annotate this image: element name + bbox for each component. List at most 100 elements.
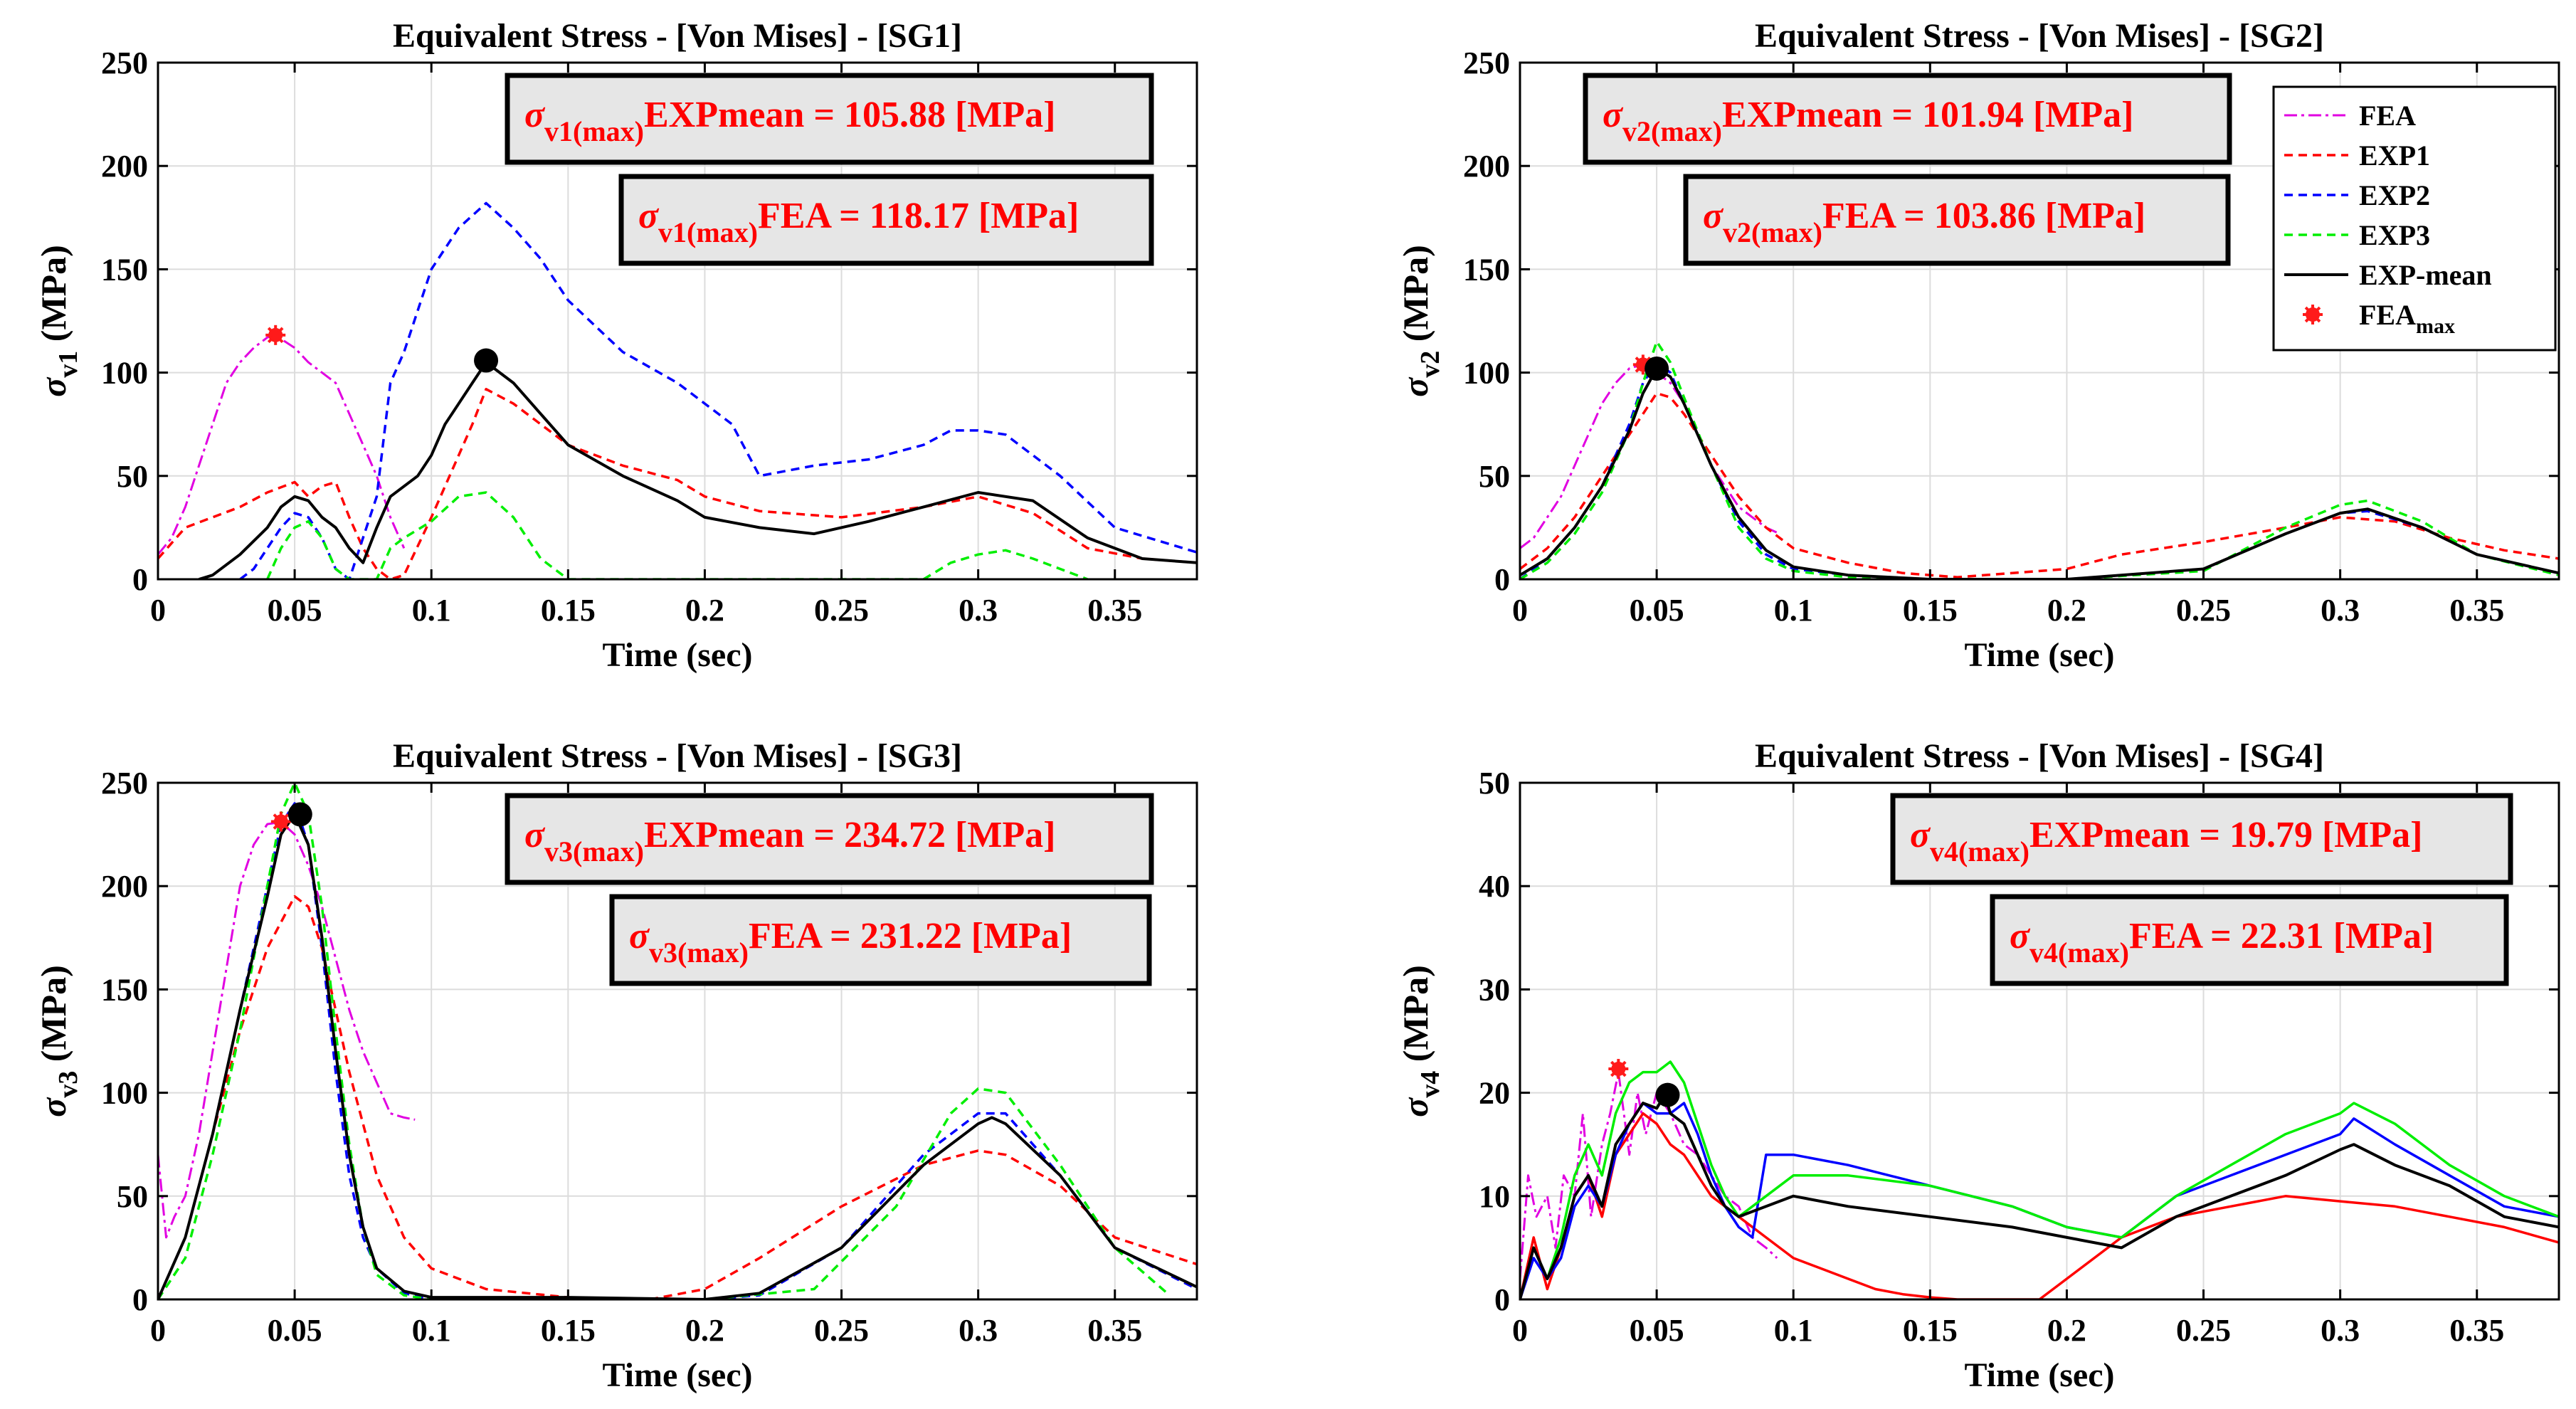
fea-max-marker <box>1608 1059 1629 1080</box>
annotation-fea: σv3(max)FEA = 231.22 [MPa] <box>609 894 1152 986</box>
annotation-symbol: σ <box>1703 196 1724 236</box>
legend-marker-fea-max <box>2303 305 2323 324</box>
series-group <box>1520 1060 2559 1299</box>
annotation-text: σv4(max)EXPmean = 19.79 [MPa] <box>1910 815 2422 867</box>
y-tick-label: 250 <box>1463 46 1510 80</box>
series-exp2 <box>1520 1102 2559 1299</box>
y-label-subscript: v2 <box>1415 351 1445 378</box>
y-tick-label: 250 <box>101 766 148 801</box>
chart-title: Equivalent Stress - [Von Mises] - [SG4] <box>1755 737 2324 775</box>
legend-label-main: EXP-mean <box>2359 259 2492 291</box>
annotation-value: EXPmean = 101.94 [MPa] <box>1722 95 2133 135</box>
chart-title: Equivalent Stress - [Von Mises] - [SG2] <box>1755 17 2324 55</box>
annotation-box <box>1890 793 2513 885</box>
y-tick-label: 10 <box>1479 1179 1510 1214</box>
y-tick-label: 100 <box>101 1076 148 1111</box>
annotation-fea: σv1(max)FEA = 118.17 [MPa] <box>618 174 1154 266</box>
y-tick-label: 150 <box>1463 252 1510 287</box>
series-group <box>1520 340 2559 579</box>
y-tick-label: 50 <box>1479 459 1510 494</box>
y-tick-label: 100 <box>1463 356 1510 391</box>
exp-mean-max-marker <box>1645 356 1669 381</box>
chart-sg4: 0 0.05 0.1 0.15 0.2 0.25 0.3 0.35 0 10 20 30 40 50 Equ… <box>1395 737 2560 1394</box>
x-tick-label: 0.15 <box>1903 1313 1958 1348</box>
y-axis-label: σv3 (MPa) <box>33 965 83 1117</box>
exp-mean-max-marker <box>1655 1082 1680 1107</box>
exp-mean-max-marker <box>287 802 312 827</box>
x-tick-label: 0.35 <box>1087 593 1142 628</box>
chart-sg3: 0 0.05 0.1 0.15 0.2 0.25 0.3 0.35 0 50 100 150 200 25… <box>33 737 1198 1394</box>
x-tick-label: 0.05 <box>1630 1313 1684 1348</box>
x-tick-label: 0.25 <box>814 1313 869 1348</box>
y-tick-label: 50 <box>117 459 148 494</box>
x-tick-label: 0.25 <box>814 593 869 628</box>
x-axis-label: Time (sec) <box>602 1356 752 1394</box>
fea-max-core <box>1611 1062 1626 1077</box>
annotation-value: FEA = 118.17 [MPa] <box>758 196 1079 236</box>
y-label-symbol: σ <box>33 1097 73 1117</box>
annotation-symbol: σ <box>1910 815 1931 855</box>
series-exp3 <box>1520 340 2559 579</box>
y-tick-label: 150 <box>101 252 148 287</box>
annotation-exp-mean: σv2(max)EXPmean = 101.94 [MPa] <box>1583 73 2232 165</box>
chart-title: Equivalent Stress - [Von Mises] - [SG3] <box>393 737 962 775</box>
legend-label-sub: max <box>2416 315 2455 338</box>
annotation-subscript: v2(max) <box>1723 216 1822 248</box>
y-tick-label: 150 <box>101 972 148 1007</box>
x-tick-label: 0.15 <box>541 593 596 628</box>
annotation-subscript: v1(max) <box>658 216 758 248</box>
annotation-fea: σv4(max)FEA = 22.31 [MPa] <box>1990 894 2509 986</box>
y-tick-label: 0 <box>132 562 148 597</box>
legend-label: EXP3 <box>2359 219 2430 251</box>
x-tick-label: 0.2 <box>2047 1313 2086 1348</box>
x-tick-label: 0 <box>150 1313 166 1348</box>
y-tick-label: 100 <box>101 356 148 391</box>
annotation-value: FEA = 231.22 [MPa] <box>749 916 1072 956</box>
annotation-symbol: σ <box>2010 916 2031 956</box>
y-axis-label: σv4 (MPa) <box>1395 965 1445 1117</box>
annotation-text: σv3(max)FEA = 231.22 [MPa] <box>629 916 1072 969</box>
exp-mean-max-marker <box>474 348 499 373</box>
y-label-unit: (MPa) <box>1395 245 1435 351</box>
series-fea <box>158 334 406 556</box>
annotation-text: σv2(max)EXPmean = 101.94 [MPa] <box>1603 95 2133 147</box>
x-tick-label: 0 <box>1512 593 1528 628</box>
annotation-symbol: σ <box>524 815 546 855</box>
annotation-exp-mean: σv4(max)EXPmean = 19.79 [MPa] <box>1890 793 2513 885</box>
y-label-symbol: σ <box>33 376 73 397</box>
series-exp3 <box>266 491 1088 579</box>
x-tick-label: 0.35 <box>1087 1313 1142 1348</box>
legend-star-core <box>2306 307 2320 322</box>
x-axis-label: Time (sec) <box>602 636 752 674</box>
annotation-subscript: v4(max) <box>2029 936 2129 969</box>
series-exp-mean <box>1520 1093 2559 1299</box>
annotation-exp-mean: σv1(max)EXPmean = 105.88 [MPa] <box>505 73 1154 165</box>
annotation-fea: σv2(max)FEA = 103.86 [MPa] <box>1683 174 2231 266</box>
x-tick-label: 0.35 <box>2449 593 2504 628</box>
series-exp1 <box>1520 391 2559 579</box>
y-tick-label: 200 <box>101 149 148 184</box>
annotation-value: FEA = 103.86 [MPa] <box>1822 196 2145 236</box>
y-tick-label: 0 <box>1494 1282 1510 1317</box>
annotation-text: σv3(max)EXPmean = 234.72 [MPa] <box>524 815 1055 867</box>
annotation-text: σv1(max)EXPmean = 105.88 [MPa] <box>524 95 1055 147</box>
annotation-value: EXPmean = 105.88 [MPa] <box>644 95 1055 135</box>
x-tick-label: 0.05 <box>268 1313 322 1348</box>
series-exp-mean <box>158 812 1197 1299</box>
x-tick-label: 0.15 <box>541 1313 596 1348</box>
x-tick-label: 0.1 <box>1774 593 1813 628</box>
series-exp3 <box>158 781 1171 1299</box>
x-tick-label: 0.1 <box>412 593 451 628</box>
axes-box <box>157 781 1198 1301</box>
series-exp1 <box>158 388 1197 579</box>
y-label-subscript: v1 <box>53 351 83 378</box>
x-tick-label: 0.2 <box>685 1313 724 1348</box>
y-tick-label: 50 <box>1479 766 1510 801</box>
x-tick-label: 0.3 <box>2321 1313 2360 1348</box>
annotation-box <box>1990 894 2509 986</box>
legend-label-main: FEA <box>2359 100 2416 132</box>
fea-max-marker <box>265 324 286 345</box>
legend-label: EXP1 <box>2359 139 2430 171</box>
annotation-text: σv1(max)FEA = 118.17 [MPa] <box>638 196 1079 248</box>
